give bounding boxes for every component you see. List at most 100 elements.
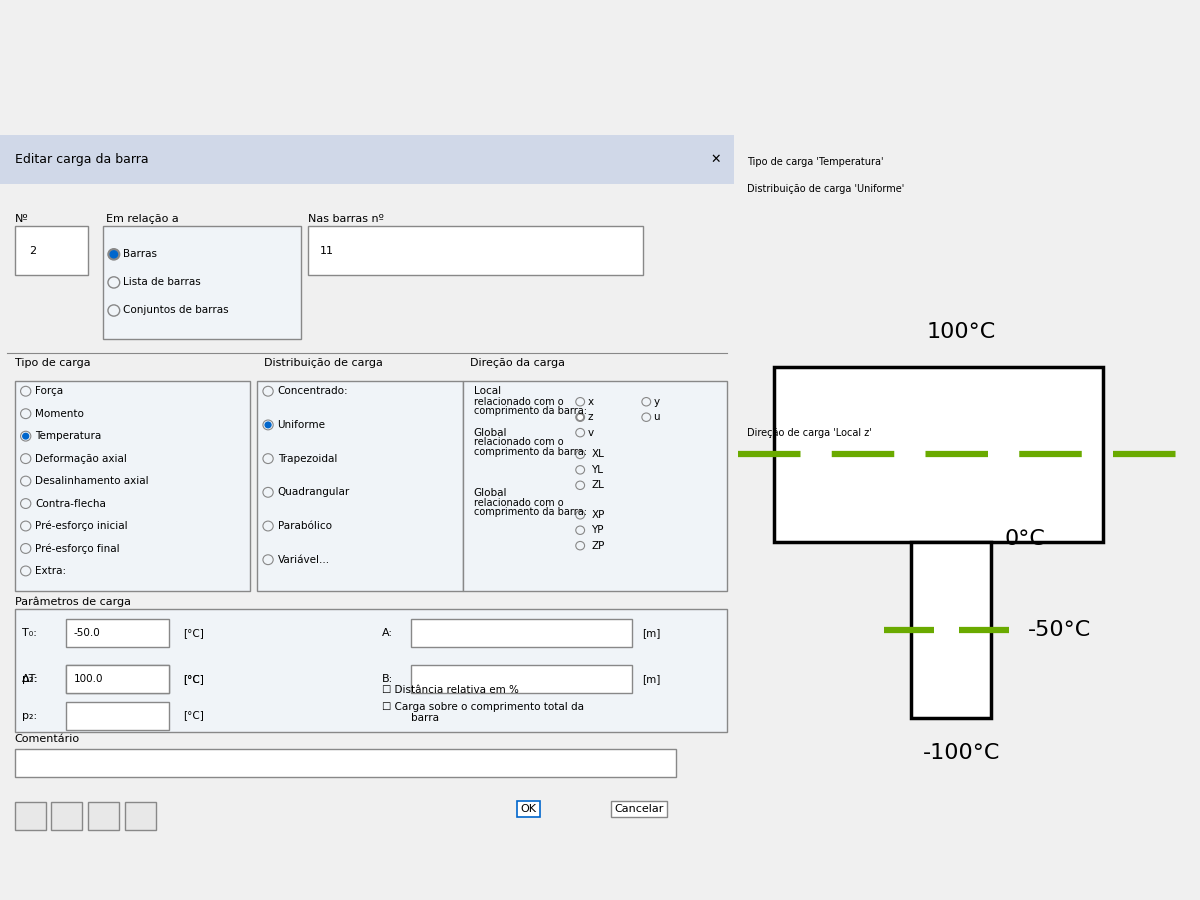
Text: [°C]: [°C]: [184, 628, 204, 638]
Text: 2: 2: [29, 246, 36, 256]
Text: Nº: Nº: [14, 214, 29, 224]
FancyBboxPatch shape: [257, 381, 463, 591]
Text: XL: XL: [592, 449, 604, 459]
Text: 11: 11: [319, 246, 334, 256]
Text: Direção da carga: Direção da carga: [470, 358, 565, 368]
Text: ΔT:: ΔT:: [22, 674, 38, 684]
Text: x: x: [588, 397, 594, 407]
FancyBboxPatch shape: [308, 226, 643, 275]
FancyBboxPatch shape: [66, 619, 169, 647]
Text: relacionado com o: relacionado com o: [474, 437, 563, 447]
Text: Desalinhamento axial: Desalinhamento axial: [35, 476, 149, 486]
Text: barra: barra: [412, 713, 439, 723]
Text: p₂:: p₂:: [22, 674, 37, 684]
Text: YP: YP: [592, 526, 604, 536]
Bar: [0, 135, 734, 184]
Circle shape: [265, 422, 271, 427]
FancyBboxPatch shape: [103, 226, 301, 338]
Text: [°C]: [°C]: [184, 674, 204, 684]
Circle shape: [110, 251, 116, 257]
FancyBboxPatch shape: [412, 619, 631, 647]
FancyBboxPatch shape: [14, 802, 46, 830]
Text: v: v: [588, 428, 594, 437]
Text: Concentrado:: Concentrado:: [277, 386, 348, 396]
Text: YL: YL: [592, 465, 604, 475]
Text: comprimento da barra:: comprimento da barra:: [474, 446, 587, 456]
FancyBboxPatch shape: [125, 802, 156, 830]
Text: OK: OK: [521, 804, 536, 814]
Bar: [911, 542, 991, 717]
Text: z: z: [588, 412, 593, 422]
FancyBboxPatch shape: [412, 665, 631, 693]
Text: Temperatura: Temperatura: [35, 431, 102, 441]
Text: [°C]: [°C]: [184, 674, 204, 684]
FancyBboxPatch shape: [66, 665, 169, 693]
Text: Pré-esforço final: Pré-esforço final: [35, 544, 120, 554]
Text: y: y: [654, 397, 660, 407]
Text: Global: Global: [474, 488, 508, 498]
FancyBboxPatch shape: [66, 701, 169, 730]
FancyBboxPatch shape: [52, 802, 83, 830]
Circle shape: [576, 413, 584, 421]
Text: -100°C: -100°C: [923, 742, 1000, 763]
Text: ✕: ✕: [710, 153, 721, 166]
Text: ☐ Distância relativa em %: ☐ Distância relativa em %: [382, 685, 518, 695]
Text: 100°C: 100°C: [926, 321, 996, 342]
Text: Conjuntos de barras: Conjuntos de barras: [124, 305, 229, 316]
Text: comprimento da barra:: comprimento da barra:: [474, 507, 587, 517]
Text: -50°C: -50°C: [1027, 620, 1091, 640]
Text: Distribuição de carga: Distribuição de carga: [264, 358, 383, 368]
Text: Força: Força: [35, 386, 64, 396]
Text: Nas barras nº: Nas barras nº: [308, 214, 384, 224]
Text: T₀:: T₀:: [22, 628, 37, 638]
Text: [m]: [m]: [643, 674, 661, 684]
Text: Cancelar: Cancelar: [614, 804, 664, 814]
Text: B:: B:: [382, 674, 394, 684]
Text: -50.0: -50.0: [73, 628, 100, 638]
Text: Parâmetros de carga: Parâmetros de carga: [14, 597, 131, 608]
Text: p₂:: p₂:: [22, 711, 37, 721]
Text: Deformação axial: Deformação axial: [35, 454, 127, 464]
Text: [°C]: [°C]: [184, 711, 204, 721]
Bar: [774, 366, 1103, 542]
Text: Em relação a: Em relação a: [107, 214, 179, 224]
Text: Global: Global: [474, 428, 508, 437]
Text: Pré-esforço inicial: Pré-esforço inicial: [35, 521, 128, 531]
Text: [m]: [m]: [643, 628, 661, 638]
Text: 0°C: 0°C: [1004, 528, 1045, 549]
Text: 50°C: 50°C: [1199, 445, 1200, 464]
FancyBboxPatch shape: [14, 608, 727, 732]
Text: A:: A:: [382, 628, 392, 638]
Text: Extra:: Extra:: [35, 566, 66, 576]
Text: Quadrangular: Quadrangular: [277, 487, 350, 498]
FancyBboxPatch shape: [14, 381, 250, 591]
Text: Tipo de carga: Tipo de carga: [14, 358, 90, 368]
FancyBboxPatch shape: [88, 802, 119, 830]
Text: 100.0: 100.0: [73, 674, 103, 684]
Text: Tipo de carga 'Temperatura': Tipo de carga 'Temperatura': [748, 157, 883, 166]
Circle shape: [578, 415, 582, 419]
Text: Distribuição de carga 'Uniforme': Distribuição de carga 'Uniforme': [748, 184, 905, 194]
Text: Variável...: Variável...: [277, 554, 330, 564]
Text: Lista de barras: Lista de barras: [124, 277, 202, 287]
Text: ZP: ZP: [592, 541, 605, 551]
Text: Local: Local: [474, 386, 500, 396]
Text: Trapezoidal: Trapezoidal: [277, 454, 337, 464]
Text: comprimento da barra:: comprimento da barra:: [474, 406, 587, 416]
FancyBboxPatch shape: [14, 226, 88, 275]
FancyBboxPatch shape: [14, 749, 676, 778]
Text: ☐ Carga sobre o comprimento total da: ☐ Carga sobre o comprimento total da: [382, 702, 584, 712]
Text: Editar carga da barra: Editar carga da barra: [14, 153, 149, 166]
Text: Momento: Momento: [35, 409, 84, 419]
Text: XP: XP: [592, 509, 605, 520]
Text: Barras: Barras: [124, 249, 157, 259]
Text: ZL: ZL: [592, 481, 604, 491]
Text: Direção de carga 'Local z': Direção de carga 'Local z': [748, 428, 872, 437]
Text: Uniforme: Uniforme: [277, 420, 325, 430]
Text: Parabólico: Parabólico: [277, 521, 331, 531]
Circle shape: [23, 433, 29, 439]
Text: u: u: [654, 412, 660, 422]
Circle shape: [108, 248, 120, 260]
Text: relacionado com o: relacionado com o: [474, 397, 563, 407]
FancyBboxPatch shape: [463, 381, 727, 591]
